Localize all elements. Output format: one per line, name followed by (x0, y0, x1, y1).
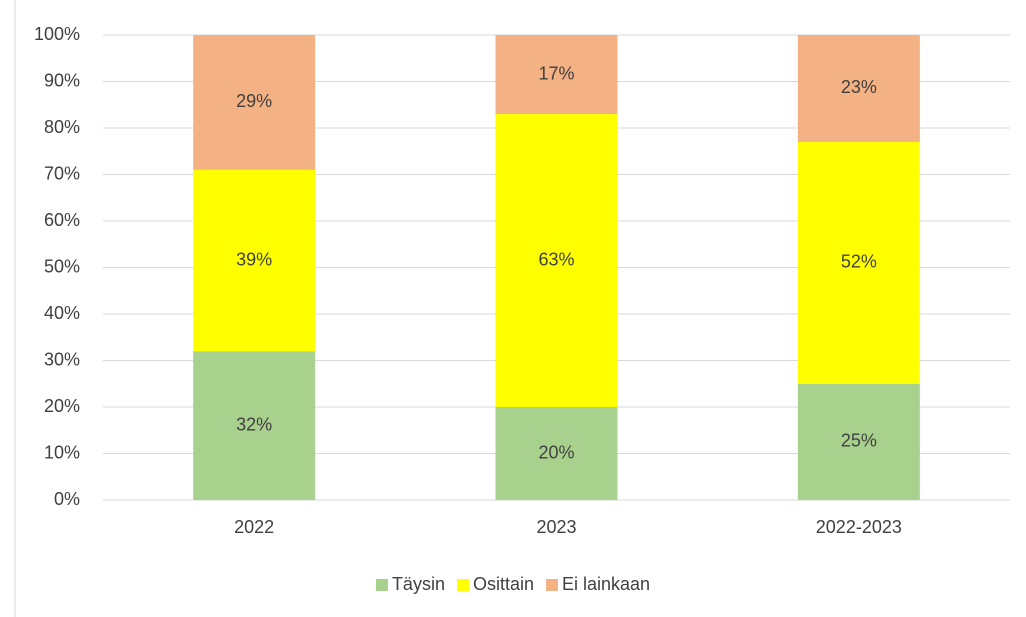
chart-border (14, 0, 16, 617)
bar-segment (495, 407, 618, 500)
y-tick-label: 0% (54, 489, 80, 509)
bar-segment (797, 141, 920, 384)
legend-swatch (545, 579, 558, 591)
data-label: 39% (236, 249, 272, 269)
x-tick-label: 2023 (536, 517, 576, 537)
data-label: 63% (538, 249, 574, 269)
data-label: 29% (236, 91, 272, 111)
y-tick-label: 70% (44, 163, 80, 183)
y-tick-label: 100% (34, 24, 80, 44)
y-tick-label: 90% (44, 70, 80, 90)
x-tick-label: 2022-2023 (816, 517, 902, 537)
bar-segment (193, 351, 316, 500)
bar-segment (193, 35, 316, 170)
data-label: 23% (841, 77, 877, 97)
data-label: 20% (538, 442, 574, 462)
bar-segment (495, 35, 618, 115)
y-tick-label: 10% (44, 442, 80, 462)
y-tick-label: 40% (44, 303, 80, 323)
bar-segment (797, 35, 920, 142)
x-tick-label: 2022 (234, 517, 274, 537)
legend-label: Osittain (473, 574, 534, 594)
bar-segment (495, 114, 618, 408)
y-tick-label: 80% (44, 117, 80, 137)
legend-swatch (375, 579, 388, 591)
bar-segment (797, 383, 920, 500)
data-label: 52% (841, 252, 877, 272)
y-tick-label: 20% (44, 396, 80, 416)
data-label: 32% (236, 414, 272, 434)
data-label: 17% (538, 63, 574, 83)
y-tick-label: 50% (44, 256, 80, 276)
y-tick-label: 30% (44, 349, 80, 369)
bar-segment (193, 169, 316, 352)
legend-swatch (456, 579, 469, 591)
data-label: 25% (841, 431, 877, 451)
y-tick-label: 60% (44, 210, 80, 230)
legend-label: Ei lainkaan (562, 574, 650, 594)
legend-label: Täysin (392, 574, 445, 594)
